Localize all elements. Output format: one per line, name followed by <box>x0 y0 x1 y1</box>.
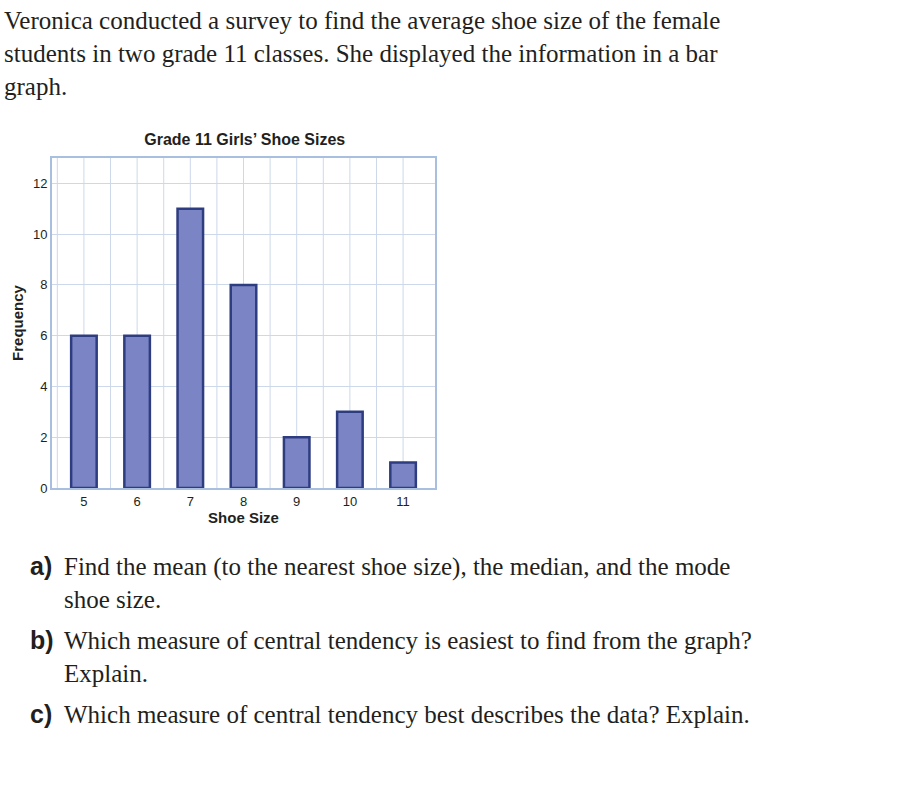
svg-text:8: 8 <box>40 277 47 292</box>
html-text:Which measure of central tende: Which measure of central tendency best d… <box>64 701 750 728</box>
svg-text:7: 7 <box>187 494 194 509</box>
svg-text:11: 11 <box>396 494 410 509</box>
svg-text:12: 12 <box>33 176 47 191</box>
svg-text:4: 4 <box>40 379 47 394</box>
html-text:Which measure of central tende: Which measure of central tendency is eas… <box>64 627 752 687</box>
svg-text:10: 10 <box>33 227 47 242</box>
html-text:Find the mean (to the nearest: Find the mean (to the nearest shoe size)… <box>64 553 731 613</box>
svg-text:5: 5 <box>80 494 87 509</box>
svg-text:Frequency: Frequency <box>9 284 26 361</box>
svg-text:2: 2 <box>40 430 47 445</box>
svg-text:0: 0 <box>40 481 47 496</box>
svg-text:6: 6 <box>40 328 47 343</box>
svg-text:9: 9 <box>293 494 300 509</box>
html-text:b): b) <box>30 626 54 654</box>
svg-text:10: 10 <box>343 494 357 509</box>
svg-text:Shoe Size: Shoe Size <box>208 509 279 526</box>
html-text:c): c) <box>30 700 53 728</box>
html-text:Veronica conducted a survey to: Veronica conducted a survey to find the … <box>4 7 721 100</box>
svg-text:8: 8 <box>240 494 247 509</box>
html-text:a): a) <box>30 552 53 580</box>
svg-text:6: 6 <box>133 494 140 509</box>
svg-text:Grade 11 Girls’ Shoe Sizes: Grade 11 Girls’ Shoe Sizes <box>144 131 345 148</box>
